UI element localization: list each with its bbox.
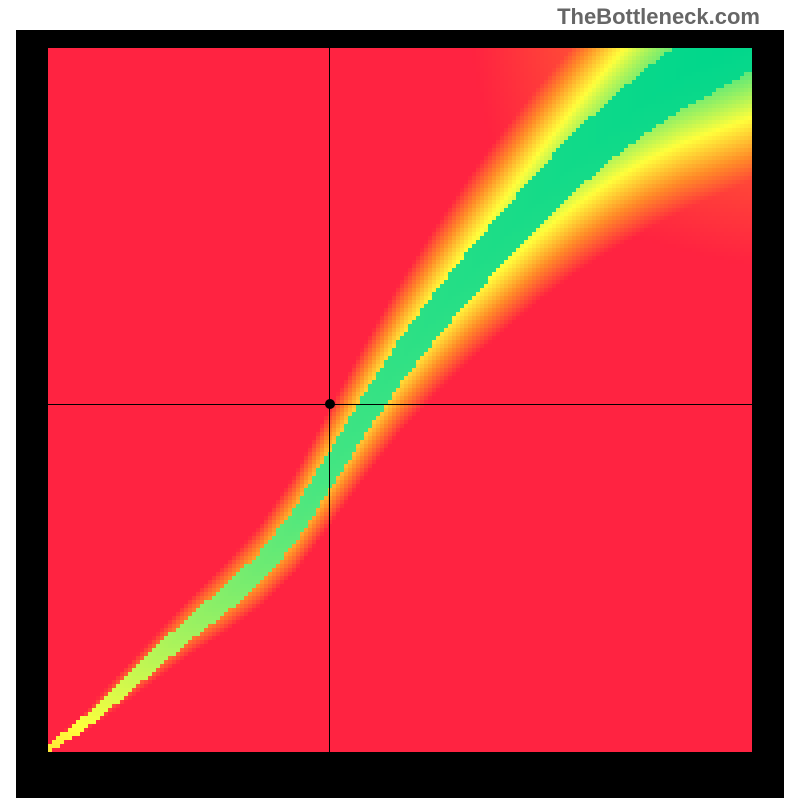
heatmap-canvas xyxy=(48,48,752,752)
crosshair-marker xyxy=(325,399,335,409)
chart-plot-area xyxy=(48,48,752,752)
watermark-text: TheBottleneck.com xyxy=(557,4,760,30)
chart-outer-frame xyxy=(16,30,784,798)
crosshair-horizontal xyxy=(48,404,752,405)
